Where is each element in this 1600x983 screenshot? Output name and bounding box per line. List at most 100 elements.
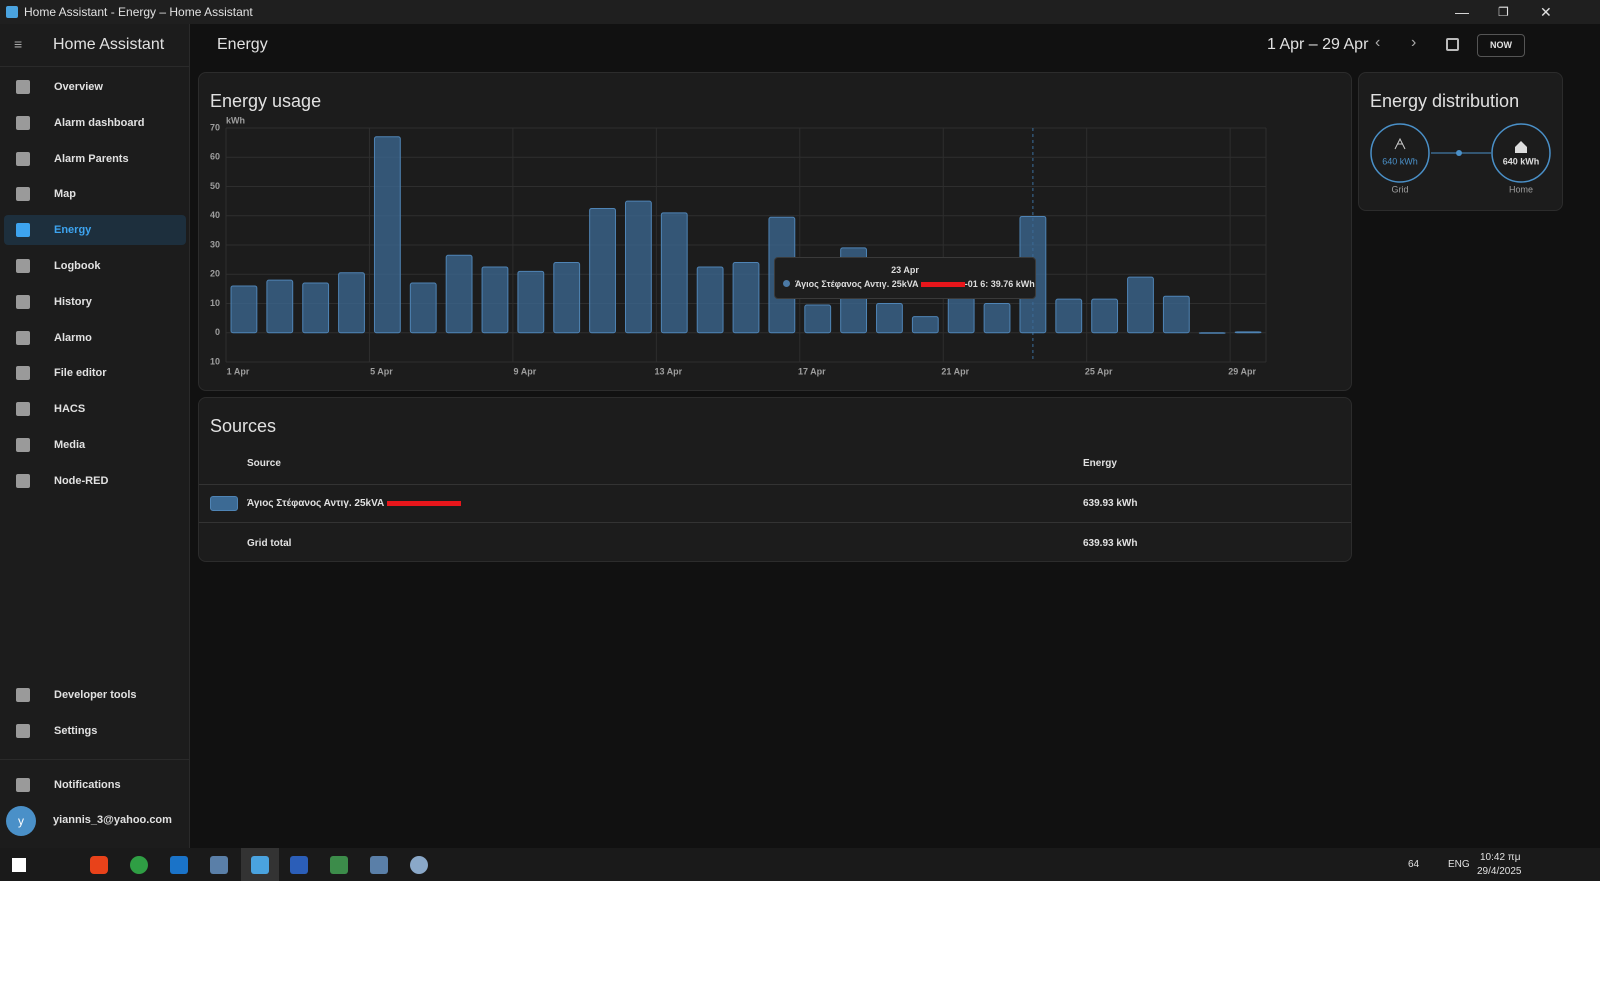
bar [266,279,294,334]
card-title: Energy distribution [1370,91,1520,111]
redaction [920,282,965,288]
bar [553,262,581,334]
user-name[interactable]: yiannis_3@yahoo.com [53,814,172,826]
close[interactable]: ✕ [1540,4,1552,20]
x-tick-label: 29 Apr [1228,366,1256,376]
start-button[interactable] [12,858,26,872]
nav-item[interactable]: Alarm Parents [4,144,186,174]
app: Home Assistant - Energy – Home Assistant… [0,0,1600,881]
nav-item[interactable]: Energy [4,215,186,246]
nav-item[interactable]: Logbook [4,251,186,281]
nav-label: Notifications [54,779,121,791]
bar [1127,276,1154,334]
nav-label: Developer tools [54,689,137,701]
nav-item[interactable]: Developer tools [4,680,186,710]
app-window[interactable] [370,856,388,874]
app-paint[interactable] [410,856,428,874]
nav-label: Energy [54,224,92,237]
x-tick-label: 5 Apr [370,366,393,376]
card-title: Sources [210,416,277,436]
nav-icon [16,115,30,130]
nav-item[interactable]: Node-RED [4,466,186,496]
nav-item[interactable]: History [4,287,186,317]
bar [804,304,832,334]
grid-value: 640 kWh [1382,156,1418,166]
app-outlook[interactable] [170,856,188,874]
clock-time: 10:42 πμ [1480,852,1521,863]
home-value: 640 kWh [1503,156,1540,166]
next[interactable]: › [1411,34,1417,51]
calendar[interactable] [1446,38,1459,51]
nav-icon [16,223,30,238]
nav-item[interactable]: Alarmo [4,323,186,353]
bar [696,266,724,334]
sources-card: Sources Source Energy Άγιος Στέφανος Αντ… [198,397,1352,562]
bar [1234,331,1262,334]
prev[interactable]: ‹ [1375,34,1381,51]
app-brave[interactable] [90,856,108,874]
date-range: 1 Apr – 29 Apr [1267,36,1369,53]
taskbar: 64 ENG 10:42 πμ 29/4/2025 [0,848,1600,881]
bar [373,136,401,334]
bar [409,282,437,334]
bar [983,303,1011,334]
app-home-assistant[interactable] [251,856,269,874]
total-energy: 639.93 kWh [1083,538,1138,549]
window-title: Home Assistant - Energy – Home Assistant [24,5,253,19]
restore[interactable]: ❐ [1498,5,1509,19]
home-circle [1491,123,1551,183]
tooltip-name: Άγιος Στέφανος Αντιγ. 25kVA [795,279,919,289]
y-tick-label: 40 [210,210,220,220]
bar [660,212,688,334]
bar [947,297,975,334]
app-chrome[interactable] [130,856,148,874]
nav-item[interactable]: Settings [4,716,186,746]
y-tick-label: 0 [215,327,220,337]
nav-icon [16,330,30,345]
app-green[interactable] [330,856,348,874]
source-swatch [210,496,238,511]
x-tick-label: 13 Apr [655,366,683,376]
nav-item[interactable]: File editor [4,358,186,388]
nav-item[interactable]: Map [4,179,186,209]
nav-icon [16,80,30,94]
avatar: y [6,806,36,836]
nav-label: History [54,295,92,308]
menu-button[interactable]: ≡ [14,36,23,52]
nav-label: Overview [54,81,103,93]
nav-item[interactable]: HACS [4,394,186,424]
nav-icon [16,259,30,273]
tooltip-suffix: -01 6: 39.76 kWh [964,279,1035,289]
y-tick-label: 20 [210,269,220,279]
home-label: Home [1509,184,1533,194]
redaction [386,500,461,506]
app-window[interactable] [210,856,228,874]
source-energy: 639.93 kWh [1083,498,1138,509]
divider [0,66,189,67]
nav-item[interactable]: Notifications [4,770,186,800]
x-tick-label: 1 Apr [227,366,250,376]
chart: kWh 70 60 50 40 30 20 10 0 10 1 Apr 5 Apr 9 Apr 13 Ap… [210,115,1267,376]
nav-label: Logbook [54,260,101,272]
nav-item[interactable]: Media [4,430,186,460]
nav-item[interactable]: Alarm dashboard [4,108,186,138]
tooltip-dot [783,280,790,287]
app-word[interactable] [290,856,308,874]
distribution-graph: 640 kWh 640 kWh Grid Home [1370,123,1551,194]
nav-icon [16,724,30,738]
sidebar-title: Home Assistant [53,36,165,53]
distribution-card: Energy distribution 640 kWh 640 kWh Grid… [1358,72,1563,211]
y-tick-label: 60 [210,152,220,162]
y-tick-label: 30 [210,239,220,249]
minimize[interactable]: — [1455,4,1469,20]
nav-label: Media [54,439,86,451]
y-tick-label: 50 [210,181,220,191]
total-label: Grid total [247,538,292,549]
nav-item[interactable]: Overview [4,72,186,102]
divider [199,484,1351,485]
x-tick-label: 17 Apr [798,366,826,376]
now-button[interactable]: NOW [1477,34,1525,57]
grid-label: Grid [1391,184,1408,194]
y-axis-label: kWh [226,115,245,125]
